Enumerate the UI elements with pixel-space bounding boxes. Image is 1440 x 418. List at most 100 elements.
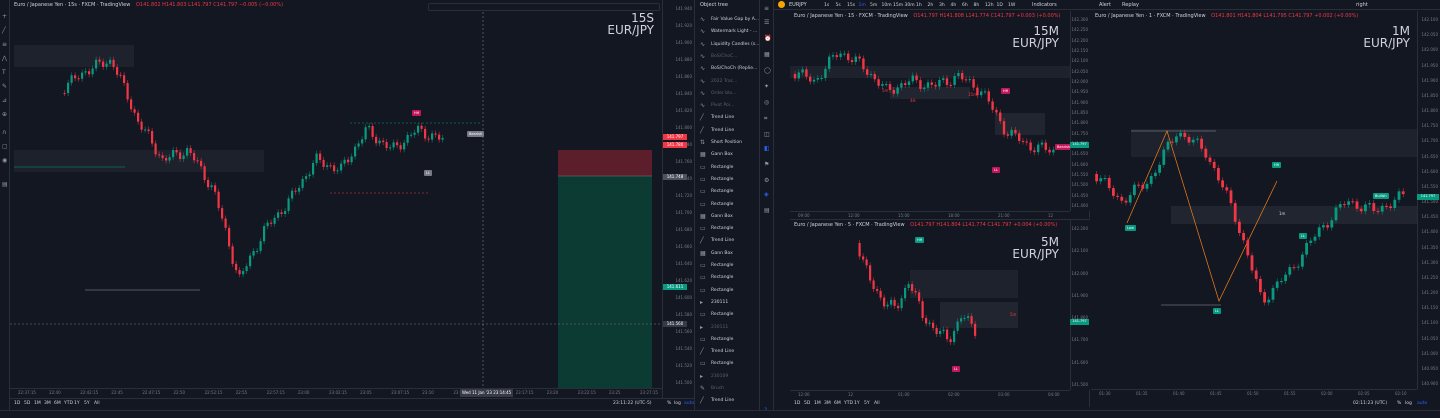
trend-line-tool-icon[interactable]: ╱ <box>2 27 6 34</box>
alerts-icon[interactable]: ⏰ <box>764 35 772 42</box>
object-tree-item[interactable]: ╱ Trend Line <box>695 112 759 124</box>
hotlist-icon[interactable]: ⚑ <box>764 161 770 168</box>
chart-5m-canvas[interactable] <box>790 220 1090 408</box>
chart-1m-price-axis[interactable]: 142.100 142.050 142.000 141.950 141.900 141.8… <box>1417 11 1440 389</box>
object-tree-item[interactable]: ╱ Trend Line <box>695 125 759 137</box>
chart-15s-canvas[interactable] <box>10 0 694 418</box>
indicators-button[interactable]: Indicators <box>1032 2 1057 8</box>
object-tree-item[interactable]: ▭ Rectangle <box>695 174 759 186</box>
interval-tab[interactable]: 12h <box>985 3 994 8</box>
watchlist-icon[interactable]: ☰ <box>764 19 770 26</box>
replay-button[interactable]: Replay <box>1122 2 1139 8</box>
object-tree-item[interactable]: ✎ Brush <box>695 383 759 395</box>
pattern-tool-icon[interactable]: ⋀ <box>2 55 7 62</box>
chart-1m-canvas[interactable] <box>1091 11 1440 407</box>
range-button[interactable]: 1M <box>814 401 821 406</box>
menu-icon[interactable]: ≡ <box>764 5 770 12</box>
chart-5m-time-axis[interactable]: 12:00 12 01:00 02:00 03:00 04:00 <box>790 390 1070 397</box>
object-tree-item[interactable]: ╱ Trend Line <box>695 235 759 247</box>
calendar-icon[interactable]: ▦ <box>764 51 770 58</box>
interval-tab[interactable]: 5s <box>835 3 841 8</box>
streams-icon[interactable]: ◎ <box>764 99 770 106</box>
object-tree-item[interactable]: ▭ Rectangle <box>695 358 759 370</box>
calc-icon[interactable]: ⌗ <box>764 115 768 122</box>
object-tree-item[interactable]: ▭ Rectangle <box>695 260 759 272</box>
floating-drawing-toolbar[interactable] <box>428 3 660 11</box>
log-scale-toggle-1m[interactable]: log <box>1405 401 1412 406</box>
data-window-icon[interactable]: ◫ <box>764 131 770 138</box>
object-tree-item[interactable]: ∿ BoS/ChoCh (Replie... <box>695 63 759 75</box>
object-tree-item[interactable]: ∿ Order blo... <box>695 88 759 100</box>
range-button[interactable]: 1D <box>14 401 21 406</box>
object-tree-item[interactable]: ∿ Liquidity Candles (s... <box>695 39 759 51</box>
range-button[interactable]: 3M <box>824 401 831 406</box>
object-tree-item[interactable]: ∿ Pivot Poi... <box>695 100 759 112</box>
object-tree-item[interactable]: ▦ Gann Box <box>695 248 759 260</box>
chart-15s-time-axis[interactable]: 22:37:15 22:40 22:42:15 22:45 22:47:15 22:50 2… <box>10 388 662 398</box>
interval-tab[interactable]: 10m <box>881 3 892 8</box>
range-button[interactable]: 5D <box>804 401 811 406</box>
eye-icon[interactable]: ◉ <box>2 157 8 164</box>
range-button[interactable]: 1Y <box>854 401 860 406</box>
range-button[interactable]: 6M <box>834 401 841 406</box>
alert-button[interactable]: Alert <box>1099 2 1111 8</box>
chart-5m-price-axis[interactable]: 142.200 142.100 142.000 141.900 141.800 141.7… <box>1070 220 1090 390</box>
range-button[interactable]: 5Y <box>864 401 870 406</box>
object-tree-item[interactable]: ▭ Rectangle <box>695 162 759 174</box>
object-tree-item[interactable]: ∿ BoS/ChoC... <box>695 51 759 63</box>
brush-tool-icon[interactable]: ✎ <box>2 83 8 90</box>
interval-tab[interactable]: 15s <box>847 3 856 8</box>
object-tree-icon[interactable]: ◧ <box>764 145 770 152</box>
range-button[interactable]: 5Y <box>84 401 90 406</box>
object-tree-item[interactable]: ∿ 2022 Trac... <box>695 76 759 88</box>
object-tree-item[interactable]: ▭ Rectangle <box>695 223 759 235</box>
symbol-search[interactable]: EURJPY <box>789 2 807 8</box>
range-button[interactable]: 6M <box>54 401 61 406</box>
interval-tab[interactable]: 8h <box>973 3 980 8</box>
object-tree-item[interactable]: ∿ Watermark Light - ... <box>695 26 759 38</box>
object-tree-item[interactable]: ▭ Rectangle <box>695 285 759 297</box>
interval-tab[interactable]: 3h <box>939 3 945 8</box>
interval-tab[interactable]: 2h <box>927 3 934 8</box>
pine-icon[interactable]: ⚙ <box>764 177 770 184</box>
interval-tab[interactable]: 6h <box>962 3 968 8</box>
text-tool-icon[interactable]: T <box>2 69 6 76</box>
chart-15m-time-axis[interactable]: 09:00 12:00 15:00 18:00 21:00 12 <box>790 211 1070 218</box>
chart-1m-time-axis[interactable]: 01:30 01:35 01:40 01:45 01:50 01:55 02:00 02:05… <box>1091 389 1417 397</box>
trash-icon[interactable]: ▤ <box>2 181 8 188</box>
interval-tab[interactable]: 4h <box>950 3 957 8</box>
range-button[interactable]: 5D <box>24 401 31 406</box>
range-button[interactable]: 1D <box>794 401 801 406</box>
interval-tab[interactable]: 15m <box>893 3 904 8</box>
interval-tab[interactable]: 1D <box>996 3 1003 8</box>
object-tree-item[interactable]: ▸ 230109 <box>695 371 759 383</box>
magnet-icon[interactable]: ∩ <box>2 129 7 136</box>
object-tree-item[interactable]: ⇅ Short Position <box>695 137 759 149</box>
measure-tool-icon[interactable]: ⊿ <box>2 97 8 104</box>
object-tree-item[interactable]: ▸ 230111 <box>695 322 759 334</box>
fib-tool-icon[interactable]: ≡ <box>2 41 8 48</box>
log-scale-toggle[interactable]: log <box>674 401 681 406</box>
object-tree-item[interactable]: ▦ Gann Box <box>695 211 759 223</box>
percent-scale-toggle[interactable]: % <box>667 401 672 406</box>
range-button[interactable]: YTD <box>844 401 853 406</box>
avatar[interactable] <box>778 1 785 8</box>
object-tree-item[interactable]: ▦ Gann Box <box>695 149 759 161</box>
range-button[interactable]: 1M <box>34 401 41 406</box>
auto-scale-toggle[interactable]: auto <box>684 401 695 406</box>
object-tree-item[interactable]: ▭ Rectangle <box>695 334 759 346</box>
interval-tab[interactable]: 30m <box>904 3 915 8</box>
percent-scale-toggle-1m[interactable]: % <box>1397 401 1402 406</box>
chart-15m-canvas[interactable] <box>790 11 1090 218</box>
interval-tab[interactable]: 5m <box>870 3 878 8</box>
chart-15m-price-axis[interactable]: 142.300 142.250 142.200 142.150 142.100 142.0… <box>1070 11 1090 211</box>
ideas-icon[interactable]: ✦ <box>764 83 770 90</box>
range-button[interactable]: 1Y <box>74 401 80 406</box>
interval-tab[interactable]: 1h <box>916 3 922 8</box>
crosshair-icon[interactable]: + <box>2 13 8 20</box>
object-tree-item[interactable]: ▭ Rectangle <box>695 272 759 284</box>
range-button[interactable]: 3M <box>44 401 51 406</box>
auto-scale-toggle-1m[interactable]: auto <box>1417 401 1428 406</box>
lock-icon[interactable]: ▢ <box>2 143 8 150</box>
interval-tab[interactable]: 1s <box>824 3 830 8</box>
